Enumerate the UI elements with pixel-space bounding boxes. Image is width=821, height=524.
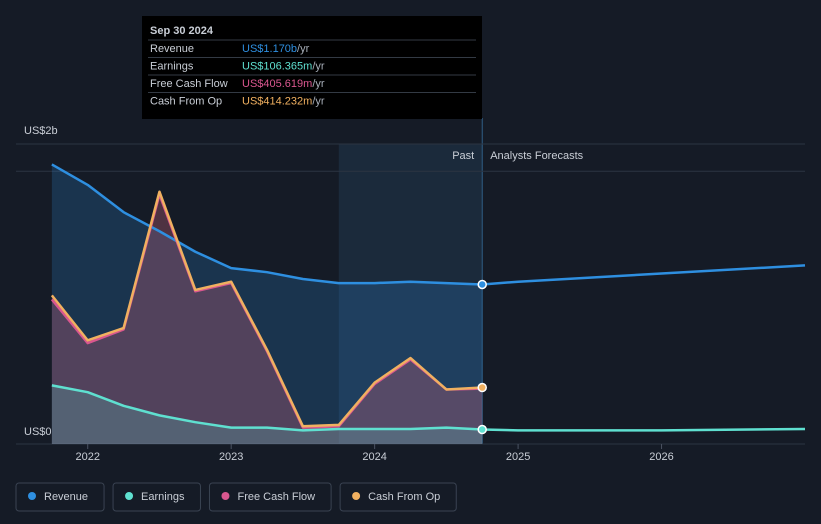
tooltip-label: Earnings	[150, 60, 194, 72]
tooltip: Sep 30 2024 Revenue US$1.170b/yr Earnings US…	[142, 16, 482, 119]
point-marker	[477, 424, 487, 435]
past-highlight	[338, 144, 483, 444]
y-tick-label: US$0	[24, 426, 52, 438]
legend-item[interactable]: Revenue	[15, 482, 105, 512]
x-tick-label: 2023	[219, 451, 243, 463]
tooltip-unit: /yr	[312, 95, 325, 107]
past-label: Past	[452, 150, 474, 162]
point-marker	[477, 382, 487, 393]
tooltip-title: Sep 30 2024	[150, 25, 214, 37]
legend-box[interactable]	[112, 482, 201, 512]
legend-item[interactable]: Cash From Op	[339, 482, 457, 512]
tooltip-value: US$405.619m/yr	[242, 78, 325, 90]
series-line	[50, 190, 483, 428]
tooltip-value-number: US$405.619m	[242, 78, 312, 90]
tooltip-label: Revenue	[150, 43, 194, 55]
legend-box[interactable]	[15, 482, 105, 512]
tooltip-box	[142, 16, 482, 119]
tooltip-value-number: US$1.170b	[242, 43, 297, 55]
tooltip-label: Cash From Op	[150, 95, 222, 107]
legend-label[interactable]: Revenue	[44, 491, 88, 503]
tooltip-unit: /yr	[312, 78, 325, 90]
series-line	[51, 384, 806, 432]
legend-label[interactable]: Free Cash Flow	[237, 491, 315, 503]
tooltip-value: US$414.232m/yr	[242, 95, 325, 107]
legend-swatch[interactable]	[28, 492, 36, 500]
tooltip-value-number: US$414.232m	[242, 95, 312, 107]
series-line	[51, 163, 806, 286]
tooltip-label: Free Cash Flow	[150, 78, 228, 90]
area	[51, 164, 483, 445]
legend-swatch[interactable]	[221, 492, 230, 500]
x-tick-label: 2022	[75, 451, 99, 463]
area	[51, 191, 483, 444]
tooltip-unit: /yr	[297, 43, 310, 55]
legend-box[interactable]	[208, 482, 332, 512]
y-tick-label: US$2b	[24, 125, 58, 137]
tooltip-unit: /yr	[312, 60, 325, 72]
legend-label[interactable]: Earnings	[141, 491, 185, 503]
tooltip-value: US$1.170b/yr	[242, 43, 310, 55]
tooltip-value: US$106.365m/yr	[242, 60, 325, 72]
x-tick-label: 2025	[506, 451, 530, 463]
legend-item[interactable]: Free Cash Flow	[208, 482, 332, 512]
x-tick-label: 2024	[362, 451, 386, 463]
legend-label[interactable]: Cash From Op	[368, 491, 440, 503]
legend-swatch[interactable]	[125, 492, 134, 500]
legend-swatch[interactable]	[352, 492, 361, 500]
tooltip-value-number: US$106.365m	[242, 60, 312, 72]
legend-box[interactable]	[339, 482, 457, 512]
point-marker	[477, 279, 487, 290]
legend-item[interactable]: Earnings	[112, 482, 201, 512]
forecast-label: Analysts Forecasts	[490, 150, 583, 162]
x-tick-label: 2026	[649, 451, 673, 463]
